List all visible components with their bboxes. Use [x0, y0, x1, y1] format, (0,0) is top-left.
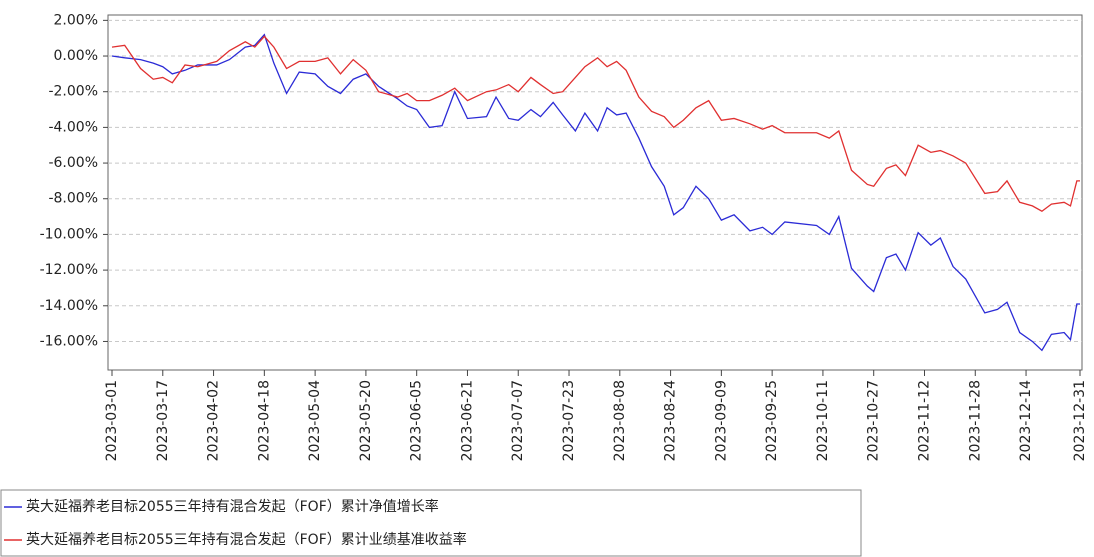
x-tick-label: 2023-09-25 [764, 380, 780, 461]
x-tick-label: 2023-08-24 [663, 380, 679, 461]
x-tick-label: 2023-10-27 [866, 380, 882, 461]
x-tick-label: 2023-12-14 [1018, 380, 1034, 461]
x-tick-label: 2023-04-18 [256, 380, 272, 461]
x-tick-label: 2023-05-04 [307, 380, 323, 461]
x-tick-label: 2023-09-09 [713, 380, 729, 461]
legend-label: 英大延福养老目标2055三年持有混合发起（FOF）累计业绩基准收益率 [26, 531, 467, 548]
x-tick-label: 2023-11-12 [916, 380, 932, 461]
x-tick-label: 2023-03-01 [104, 380, 120, 461]
series-line [111, 33, 1080, 352]
x-tick-label: 2023-06-21 [459, 380, 475, 461]
y-tick-label: 0.00% [54, 48, 98, 64]
x-tick-label: 2023-07-07 [510, 380, 526, 461]
y-tick-label: -4.00% [48, 119, 98, 135]
legend-box [0, 489, 862, 557]
x-tick-label: 2023-08-08 [612, 380, 628, 461]
x-tick-label: 2023-04-02 [206, 380, 222, 461]
y-tick-label: -10.00% [40, 226, 98, 242]
y-tick-label: 2.00% [54, 12, 98, 28]
y-tick-label: -8.00% [48, 191, 98, 207]
x-tick-label: 2023-10-11 [815, 380, 831, 461]
x-tick-label: 2023-06-05 [409, 380, 425, 461]
y-tick-label: -2.00% [48, 84, 98, 100]
y-tick-label: -12.00% [40, 262, 98, 278]
x-tick-label: 2023-12-31 [1072, 380, 1088, 461]
y-tick-label: -6.00% [48, 155, 98, 171]
y-tick-label: -16.00% [40, 333, 98, 349]
x-tick-label: 2023-05-20 [358, 380, 374, 461]
x-tick-label: 2023-03-17 [155, 380, 171, 461]
plot-frame [107, 14, 1083, 371]
y-tick-label: -14.00% [40, 298, 98, 314]
x-tick-label: 2023-07-23 [561, 380, 577, 461]
legend-label: 英大延福养老目标2055三年持有混合发起（FOF）累计净值增长率 [26, 498, 439, 515]
series-line [111, 35, 1080, 213]
x-tick-label: 2023-11-28 [967, 380, 983, 461]
